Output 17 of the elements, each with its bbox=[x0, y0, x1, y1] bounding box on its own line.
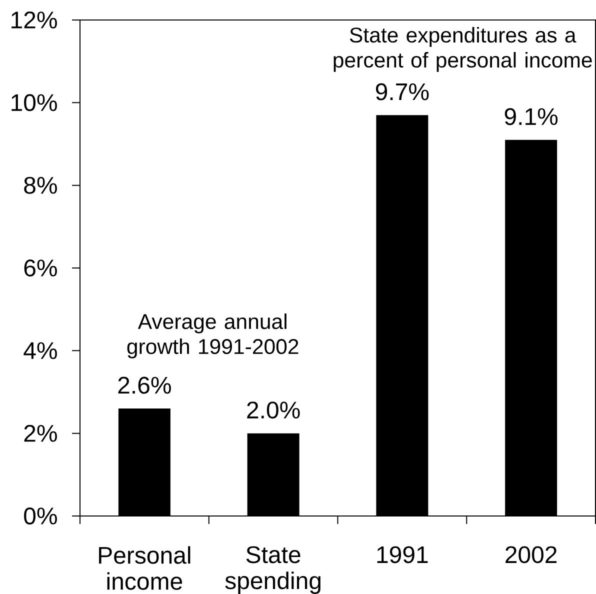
annotation: Average annual growth 1991-2002 bbox=[127, 313, 298, 358]
y-tick-label: 2% bbox=[24, 424, 57, 442]
data-label: 2.6% bbox=[118, 376, 171, 394]
y-tick-label: 4% bbox=[24, 342, 57, 360]
data-label: 9.7% bbox=[376, 83, 429, 100]
x-tick-label: 1991 bbox=[377, 546, 428, 564]
y-tick-label: 12% bbox=[12, 12, 57, 28]
y-tick-label: 8% bbox=[24, 176, 57, 194]
annotation: State expenditures as a percent of personal income bbox=[334, 27, 592, 72]
y-tick-label: 10% bbox=[12, 94, 57, 112]
data-label: 9.1% bbox=[504, 108, 558, 126]
x-tick-label: Personal income bbox=[99, 546, 190, 590]
x-tick-label: State spending bbox=[225, 546, 320, 594]
y-tick-label: 0% bbox=[24, 508, 57, 524]
x-tick-label: 2002 bbox=[506, 546, 557, 564]
data-label: 2.0% bbox=[247, 402, 300, 419]
y-tick-label: 6% bbox=[24, 260, 57, 276]
